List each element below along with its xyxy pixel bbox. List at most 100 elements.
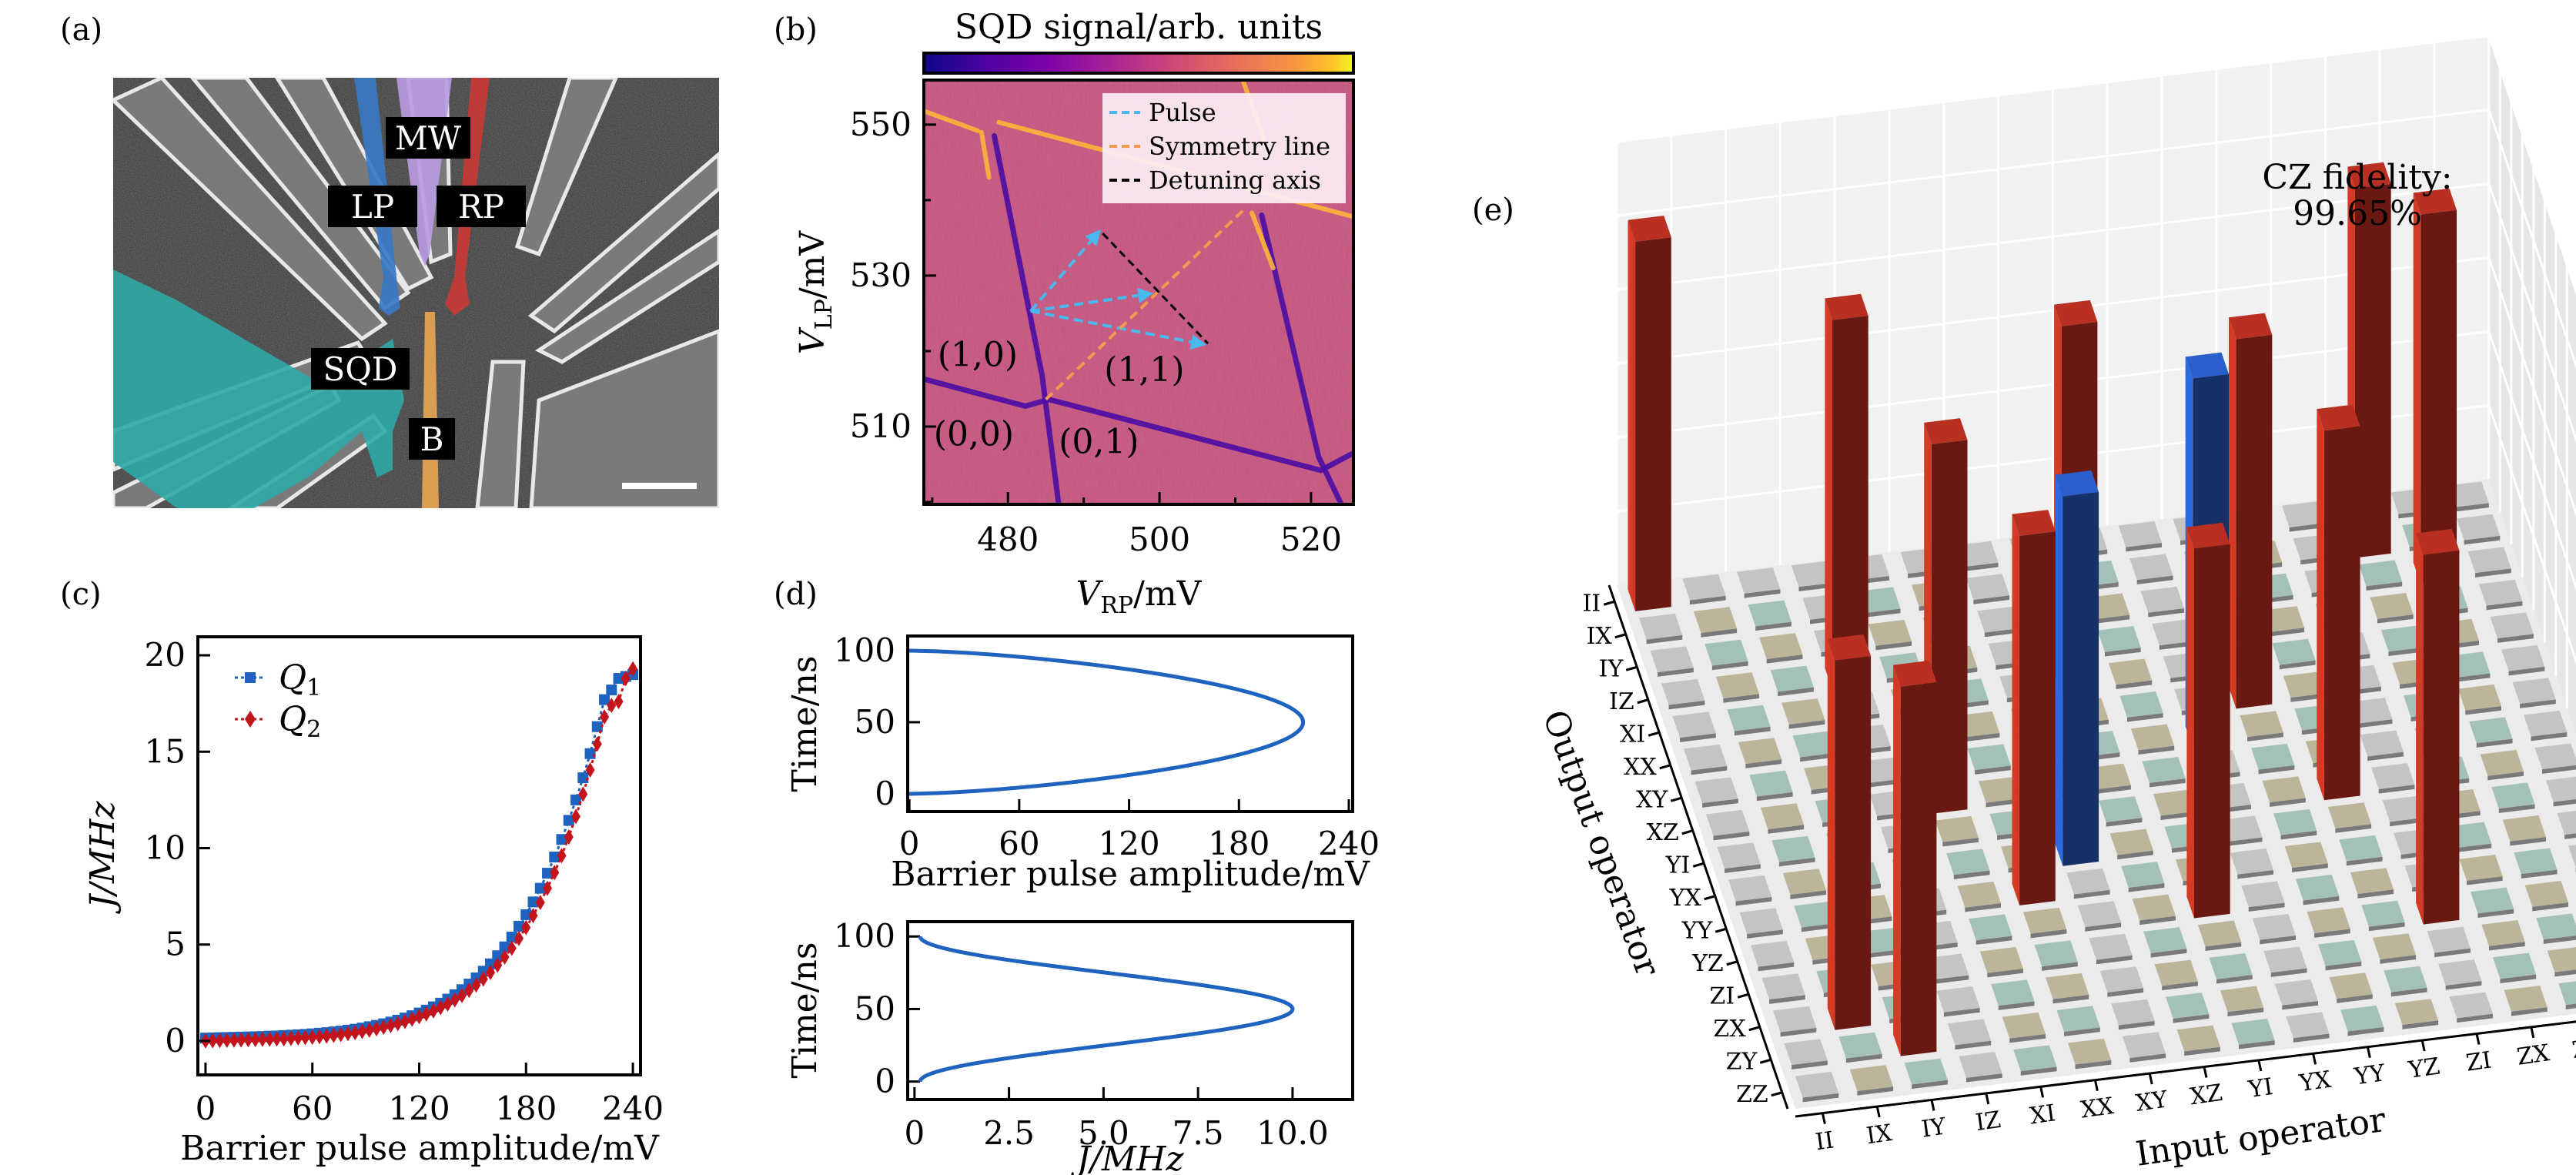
residual-tile bbox=[1739, 908, 1783, 935]
residual-tile-side bbox=[1857, 1086, 1894, 1096]
q2-point bbox=[229, 1032, 239, 1048]
residual-tile bbox=[2132, 894, 2176, 921]
residual-tile-side bbox=[2521, 869, 2558, 879]
q2-point bbox=[478, 971, 488, 987]
residual-tile-side bbox=[1778, 687, 1814, 697]
x-tick-label: 0 bbox=[904, 1114, 925, 1152]
q1-point bbox=[520, 909, 532, 920]
x-tick-label: 2.5 bbox=[983, 1114, 1035, 1152]
positive-bar-side bbox=[1893, 664, 1901, 1056]
residual-tile-side bbox=[2487, 771, 2524, 781]
residual-tile-side bbox=[2508, 666, 2545, 676]
residual-tile bbox=[1794, 901, 1838, 928]
residual-tile-side bbox=[2457, 1013, 2493, 1023]
q2-point bbox=[222, 1033, 232, 1049]
residual-tile-side bbox=[1723, 694, 1760, 703]
residual-tile-side bbox=[2378, 785, 2415, 794]
input-tick bbox=[2039, 1086, 2045, 1098]
residual-tile-side bbox=[2357, 889, 2394, 899]
q2-point bbox=[414, 1009, 424, 1025]
positive-bar-front bbox=[2354, 183, 2391, 558]
residual-tile bbox=[1760, 803, 1805, 829]
output-tick-label: ZZ bbox=[1736, 1081, 1768, 1108]
q2-point bbox=[486, 965, 496, 981]
residual-tile-side bbox=[1668, 700, 1705, 710]
q2-point bbox=[493, 957, 503, 973]
residual-tile-side bbox=[2118, 1020, 2155, 1030]
input-tick-label: ZI bbox=[2464, 1046, 2493, 1076]
output-tick bbox=[1771, 1091, 1783, 1097]
residual-tile-side bbox=[2565, 1003, 2576, 1009]
dark-transition-line bbox=[924, 376, 1353, 474]
q2-point bbox=[307, 1029, 317, 1046]
q1-point bbox=[577, 772, 589, 784]
residual-tile bbox=[2524, 880, 2568, 907]
residual-tile bbox=[1946, 849, 1990, 875]
residual-tile-side bbox=[2268, 628, 2305, 637]
residual-tile-side bbox=[2380, 955, 2417, 964]
x-tick-label: 60 bbox=[999, 825, 1039, 862]
residual-tile-side bbox=[2337, 994, 2373, 1003]
residual-tile bbox=[2504, 986, 2548, 1012]
residual-tile-side bbox=[1975, 765, 2011, 775]
q2-point bbox=[243, 1032, 253, 1048]
residual-tile bbox=[2154, 959, 2198, 986]
residual-tile bbox=[2023, 907, 2067, 934]
residual-tile-side bbox=[1689, 595, 1726, 605]
residual-tile bbox=[2449, 992, 2493, 1019]
residual-tile bbox=[1684, 744, 1728, 771]
pulse-arrow bbox=[1030, 287, 1154, 313]
output-tick-label: YX bbox=[1669, 885, 1702, 912]
residual-tile bbox=[1969, 914, 2012, 941]
residual-tile-side bbox=[1646, 634, 1683, 644]
positive-bar-front bbox=[2323, 426, 2360, 801]
panel-d: (d) 0 60 120 180 240 0 50 100 Barrier pulse amp… bbox=[774, 577, 1380, 1175]
q2-point bbox=[429, 1003, 439, 1019]
residual-tile-side bbox=[1955, 1040, 1992, 1050]
output-tick-label: YY bbox=[1681, 917, 1714, 944]
output-tick bbox=[1637, 698, 1649, 705]
q1-point bbox=[584, 748, 596, 759]
residual-tile bbox=[2122, 1032, 2166, 1058]
residual-tile bbox=[2066, 868, 2110, 895]
residual-tile bbox=[2252, 913, 2296, 940]
residual-tile bbox=[2380, 625, 2425, 652]
residual-tile bbox=[2491, 782, 2535, 809]
gate-label-b: B bbox=[409, 418, 455, 460]
q2-point bbox=[407, 1011, 417, 1027]
residual-tile-side bbox=[1744, 589, 1781, 598]
residual-tile bbox=[2046, 972, 2089, 999]
positive-bar-top bbox=[2054, 300, 2098, 326]
positive-bar-top bbox=[2413, 188, 2457, 215]
q1-point bbox=[527, 896, 539, 908]
residual-tile bbox=[2263, 946, 2307, 973]
residual-tile bbox=[2469, 717, 2513, 744]
input-tick bbox=[2093, 1080, 2099, 1092]
residual-tile-side bbox=[2347, 1026, 2384, 1036]
residual-tile-side bbox=[2486, 601, 2523, 611]
residual-tile-side bbox=[1747, 929, 1783, 939]
q2-point bbox=[528, 908, 538, 924]
residual-tile-side bbox=[1758, 962, 1795, 972]
residual-tile bbox=[2382, 795, 2426, 822]
q2-point bbox=[250, 1032, 260, 1048]
residual-tile bbox=[2329, 972, 2373, 999]
residual-tile bbox=[2479, 579, 2523, 606]
panel-a-label: (a) bbox=[60, 12, 102, 48]
input-tick-label: YY bbox=[2352, 1060, 2387, 1090]
residual-tile bbox=[1639, 613, 1683, 640]
residual-tile bbox=[2068, 1038, 2112, 1065]
residual-tile bbox=[1965, 574, 2010, 600]
positive-bar-front bbox=[1635, 237, 1671, 611]
q2-point bbox=[443, 996, 453, 1012]
d-bottom-frame bbox=[906, 920, 1354, 1101]
output-tick bbox=[1692, 862, 1705, 868]
q1-point bbox=[499, 941, 510, 952]
fidelity-annotation-line1: CZ fidelity: bbox=[2262, 158, 2452, 197]
q2-point bbox=[350, 1025, 360, 1041]
positive-bar-side bbox=[2186, 527, 2194, 919]
q2-point bbox=[357, 1023, 367, 1039]
residual-tile bbox=[1705, 639, 1748, 666]
residual-tile bbox=[1935, 815, 1979, 842]
